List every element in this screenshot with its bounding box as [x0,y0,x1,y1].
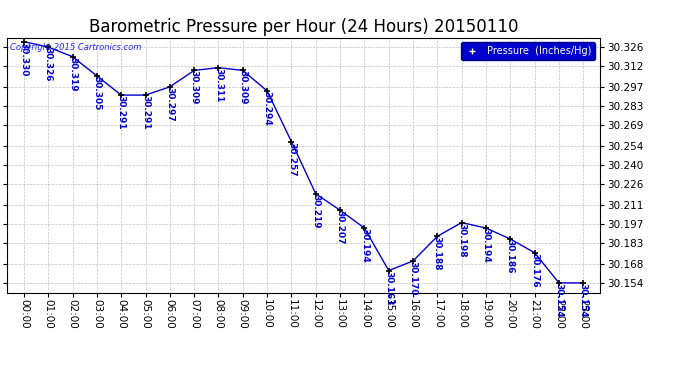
Text: 30.330: 30.330 [19,42,28,76]
Text: 30.291: 30.291 [141,95,150,130]
Title: Barometric Pressure per Hour (24 Hours) 20150110: Barometric Pressure per Hour (24 Hours) … [89,18,518,36]
Text: 30.154: 30.154 [579,283,588,318]
Text: 30.194: 30.194 [482,228,491,263]
Text: 30.219: 30.219 [311,194,320,228]
Text: 30.309: 30.309 [190,70,199,105]
Text: 30.186: 30.186 [506,239,515,273]
Text: 30.176: 30.176 [530,253,539,287]
Text: 30.294: 30.294 [263,91,272,126]
Text: 30.170: 30.170 [408,261,417,296]
Text: 30.291: 30.291 [117,95,126,130]
Text: 30.194: 30.194 [360,228,369,263]
Text: 30.163: 30.163 [384,271,393,305]
Text: 30.305: 30.305 [92,76,101,110]
Text: Copyright 2015 Cartronics.com: Copyright 2015 Cartronics.com [10,43,141,52]
Text: 30.207: 30.207 [335,210,344,245]
Text: 30.326: 30.326 [43,47,52,82]
Text: 30.311: 30.311 [214,68,223,102]
Text: 30.297: 30.297 [166,87,175,122]
Text: 30.154: 30.154 [555,283,564,318]
Text: 30.309: 30.309 [238,70,247,105]
Legend: Pressure  (Inches/Hg): Pressure (Inches/Hg) [461,42,595,60]
Text: 30.257: 30.257 [287,142,296,176]
Text: 30.319: 30.319 [68,57,77,92]
Text: 30.188: 30.188 [433,236,442,271]
Text: 30.198: 30.198 [457,223,466,257]
